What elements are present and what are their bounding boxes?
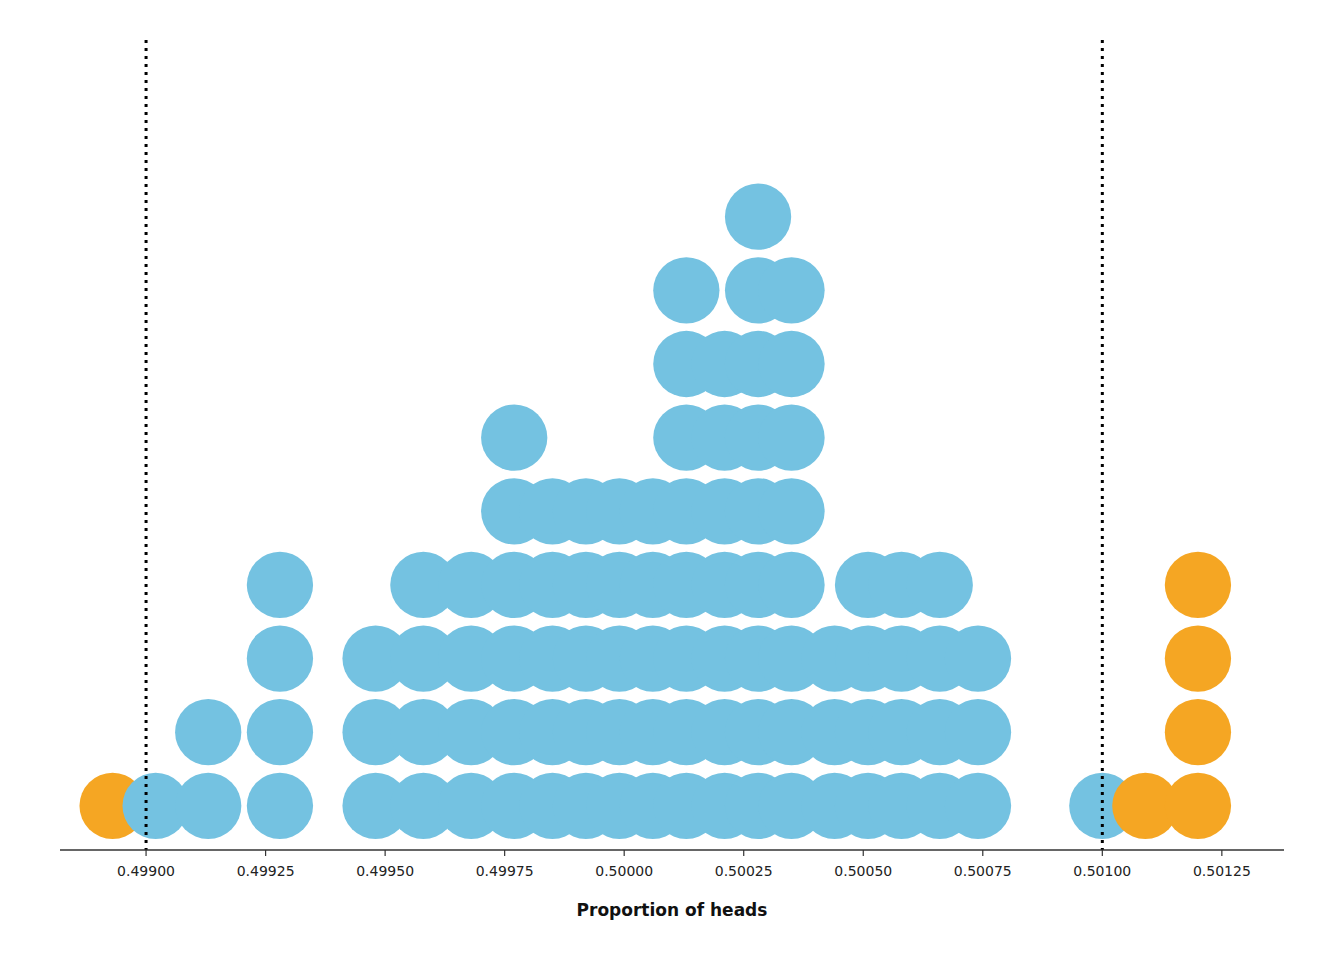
x-axis: 0.49900 0.49925 0.49950 0.49975 0.50000 0.500… <box>60 850 1284 879</box>
axis-line <box>60 849 1284 851</box>
x-tick-label: 0.50000 <box>595 863 653 879</box>
dot <box>1165 625 1231 691</box>
x-tick <box>743 850 744 856</box>
x-tick-label: 0.49900 <box>117 863 175 879</box>
x-tick <box>1102 850 1103 856</box>
x-tick <box>624 850 625 856</box>
dot <box>175 699 241 765</box>
chart: 0.49900 0.49925 0.49950 0.49975 0.50000 0.500… <box>0 0 1344 960</box>
x-tick-label: 0.50100 <box>1073 863 1131 879</box>
x-tick <box>982 850 983 856</box>
dot <box>945 699 1011 765</box>
dot <box>1165 773 1231 839</box>
dot <box>247 625 313 691</box>
x-tick-label: 0.49925 <box>237 863 295 879</box>
dot <box>758 405 824 471</box>
dot <box>1165 699 1231 765</box>
dot <box>247 773 313 839</box>
dots <box>79 184 1231 839</box>
dot <box>481 405 547 471</box>
dot <box>758 552 824 618</box>
x-tick <box>145 850 146 856</box>
reference-line <box>145 40 148 850</box>
x-tick <box>504 850 505 856</box>
dot <box>725 184 791 250</box>
x-tick-label: 0.50025 <box>715 863 773 879</box>
x-axis-label: Proportion of heads <box>577 900 768 920</box>
x-tick-label: 0.49975 <box>476 863 534 879</box>
dot <box>945 773 1011 839</box>
dot <box>1165 552 1231 618</box>
x-tick <box>1221 850 1222 856</box>
dot <box>758 478 824 544</box>
dot <box>758 257 824 323</box>
dot <box>247 699 313 765</box>
reference-line <box>1101 40 1104 850</box>
x-tick-label: 0.50050 <box>834 863 892 879</box>
dot <box>653 257 719 323</box>
dot <box>945 625 1011 691</box>
x-tick <box>265 850 266 856</box>
x-tick-label: 0.50125 <box>1193 863 1251 879</box>
x-tick <box>385 850 386 856</box>
reference-lines <box>146 40 1102 850</box>
x-tick <box>863 850 864 856</box>
x-tick-label: 0.50075 <box>954 863 1012 879</box>
dot <box>247 552 313 618</box>
dot <box>907 552 973 618</box>
dot <box>758 331 824 397</box>
dot <box>175 773 241 839</box>
x-tick-label: 0.49950 <box>356 863 414 879</box>
